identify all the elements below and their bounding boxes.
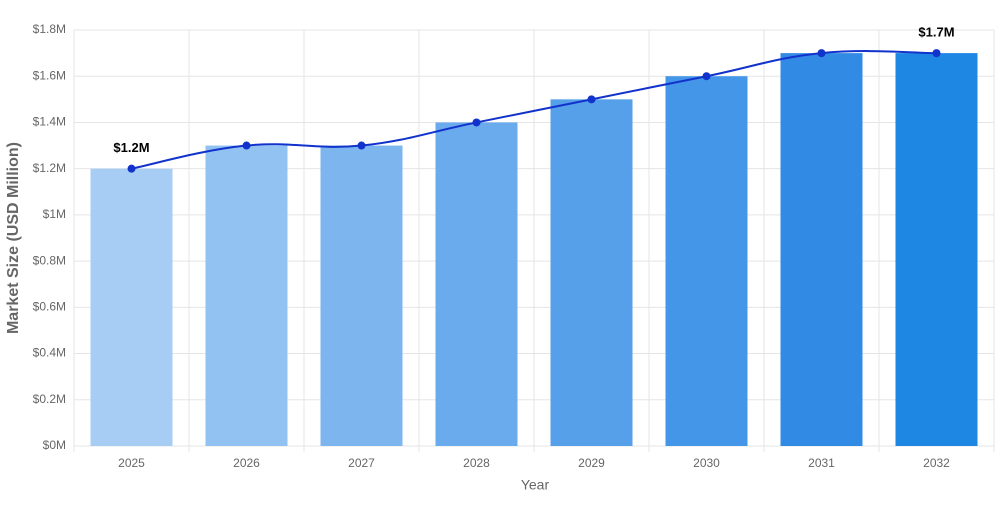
x-tick-label: 2031 (808, 456, 835, 470)
x-tick-label: 2025 (118, 456, 145, 470)
x-tick-label: 2028 (463, 456, 490, 470)
y-tick-label: $1M (43, 207, 66, 221)
x-axis-title: Year (521, 477, 550, 493)
x-tick-label: 2030 (693, 456, 720, 470)
y-tick-label: $0M (43, 438, 66, 452)
x-tick-label: 2032 (923, 456, 950, 470)
x-tick-label: 2029 (578, 456, 605, 470)
line (131, 50, 937, 170)
point (932, 49, 941, 58)
point (127, 164, 136, 173)
bar (550, 99, 633, 446)
x-tick-label: 2026 (233, 456, 260, 470)
point (472, 118, 481, 127)
bar (90, 168, 173, 446)
bar (435, 122, 518, 446)
y-tick-label: $1.4M (33, 115, 66, 129)
point (702, 72, 711, 81)
bar (780, 53, 863, 446)
bar (205, 145, 288, 447)
point (587, 95, 596, 104)
y-tick-label: $0.2M (33, 392, 66, 406)
data-label: $1.7M (918, 25, 954, 40)
y-tick-label: $1.6M (33, 68, 66, 82)
bar (895, 53, 978, 446)
y-tick-label: $1.2M (33, 161, 66, 175)
y-axis-title: Market Size (USD Million) (5, 142, 22, 334)
point (357, 141, 366, 150)
y-tick-label: $0.6M (33, 300, 66, 314)
y-tick-label: $0.8M (33, 253, 66, 267)
bar (320, 145, 403, 447)
x-tick-label: 2027 (348, 456, 375, 470)
point (817, 49, 826, 58)
y-tick-label: $1.8M (33, 22, 66, 36)
data-label: $1.2M (113, 140, 149, 155)
bar (665, 76, 748, 446)
y-tick-label: $0.4M (33, 346, 66, 360)
point (242, 141, 251, 150)
